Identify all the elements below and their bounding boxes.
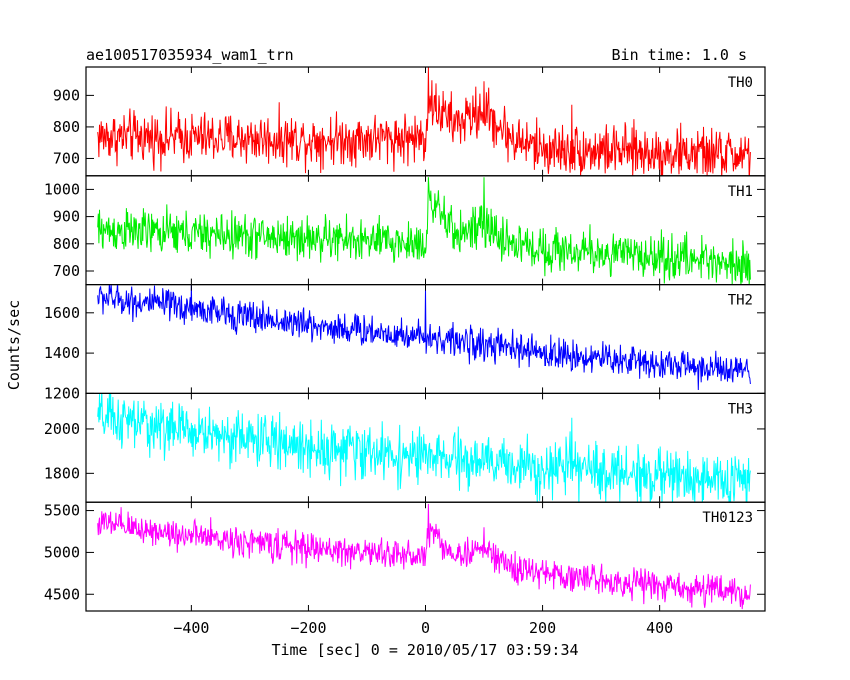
y-axis-label: Counts/sec [5, 300, 23, 390]
y-tick-label: 1000 [44, 180, 80, 198]
series-line-th0 [97, 67, 751, 176]
panel-th0: 700 800 900 TH0 [53, 66, 766, 177]
y-tick-label: 900 [53, 208, 80, 226]
y-tick-label: 800 [53, 118, 80, 136]
panel-label-th1: TH1 [728, 184, 753, 200]
bin-time-label: Bin time: 1.0 s [612, 46, 747, 64]
chart-title: ae100517035934_wam1_trn [86, 46, 294, 64]
panel-th0123: 4500 5000 5500 TH0123 [44, 502, 766, 612]
series-line-th0123 [97, 503, 751, 610]
x-tick-label: 0 [421, 619, 430, 637]
y-tick-label: 900 [53, 86, 80, 104]
x-tick-label: −400 [173, 619, 209, 637]
series-line-th1 [97, 177, 751, 285]
panel-th3: 1800 2000 TH3 [44, 392, 766, 503]
y-tick-label: 5500 [44, 502, 80, 520]
panel-th2: 1200 1400 1600 TH2 [44, 284, 766, 402]
x-tick-label: −200 [290, 619, 326, 637]
y-tick-label: 1400 [44, 344, 80, 362]
panel-th1: 700 800 900 1000 TH1 [44, 175, 766, 286]
panel-label-th3: TH3 [728, 401, 753, 417]
y-tick-label: 1200 [44, 384, 80, 402]
panel-label-th2: TH2 [728, 293, 753, 309]
y-tick-label: 1600 [44, 304, 80, 322]
panel-label-th0123: TH0123 [702, 510, 753, 526]
y-tick-label: 2000 [44, 420, 80, 438]
y-tick-label: 5000 [44, 543, 80, 561]
series-line-th3 [97, 393, 751, 503]
panel-frame [85, 175, 766, 286]
x-tick-label: 400 [646, 619, 673, 637]
x-axis-label: Time [sec] 0 = 2010/05/17 03:59:34 [271, 641, 578, 659]
panel-label-th0: TH0 [728, 75, 753, 91]
y-tick-label: 700 [53, 149, 80, 167]
y-tick-label: 800 [53, 235, 80, 253]
x-tick-label: 200 [529, 619, 556, 637]
x-axis: −400 −200 0 200 400 [173, 619, 673, 637]
panels-group: 700 800 900 TH0 700 800 900 1000 TH1 1200 1400 1600… [44, 66, 766, 612]
y-tick-label: 700 [53, 262, 80, 280]
y-tick-label: 1800 [44, 464, 80, 482]
y-tick-label: 4500 [44, 585, 80, 603]
series-line-th2 [97, 284, 751, 391]
